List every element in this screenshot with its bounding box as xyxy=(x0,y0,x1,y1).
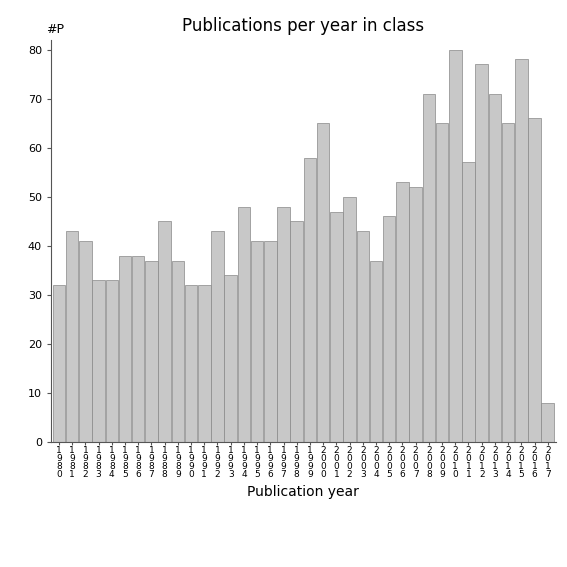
Bar xyxy=(211,231,224,442)
Bar xyxy=(475,64,488,442)
Bar xyxy=(145,261,158,442)
Bar xyxy=(92,280,105,442)
Bar xyxy=(225,276,237,442)
Bar xyxy=(158,221,171,442)
Bar xyxy=(383,217,396,442)
Bar xyxy=(330,211,342,442)
Bar xyxy=(502,123,514,442)
Bar xyxy=(489,94,501,442)
Bar xyxy=(53,285,65,442)
Bar xyxy=(304,158,316,442)
Bar xyxy=(515,60,527,442)
Bar xyxy=(251,241,264,442)
Bar xyxy=(370,261,382,442)
Bar xyxy=(290,221,303,442)
Bar xyxy=(462,162,475,442)
X-axis label: Publication year: Publication year xyxy=(247,485,359,499)
Bar xyxy=(528,119,541,442)
Bar xyxy=(422,94,435,442)
Bar xyxy=(277,206,290,442)
Bar xyxy=(317,123,329,442)
Bar xyxy=(436,123,448,442)
Bar xyxy=(198,285,210,442)
Bar xyxy=(541,403,554,442)
Bar xyxy=(119,256,132,442)
Bar xyxy=(132,256,145,442)
Bar xyxy=(79,241,92,442)
Bar xyxy=(264,241,277,442)
Title: Publications per year in class: Publications per year in class xyxy=(182,18,425,35)
Bar xyxy=(185,285,197,442)
Bar xyxy=(343,197,356,442)
Bar xyxy=(357,231,369,442)
Bar xyxy=(105,280,118,442)
Bar xyxy=(409,187,422,442)
Text: #P: #P xyxy=(46,23,64,36)
Bar xyxy=(238,206,250,442)
Bar xyxy=(449,49,462,442)
Bar xyxy=(396,182,409,442)
Bar xyxy=(172,261,184,442)
Bar xyxy=(66,231,78,442)
